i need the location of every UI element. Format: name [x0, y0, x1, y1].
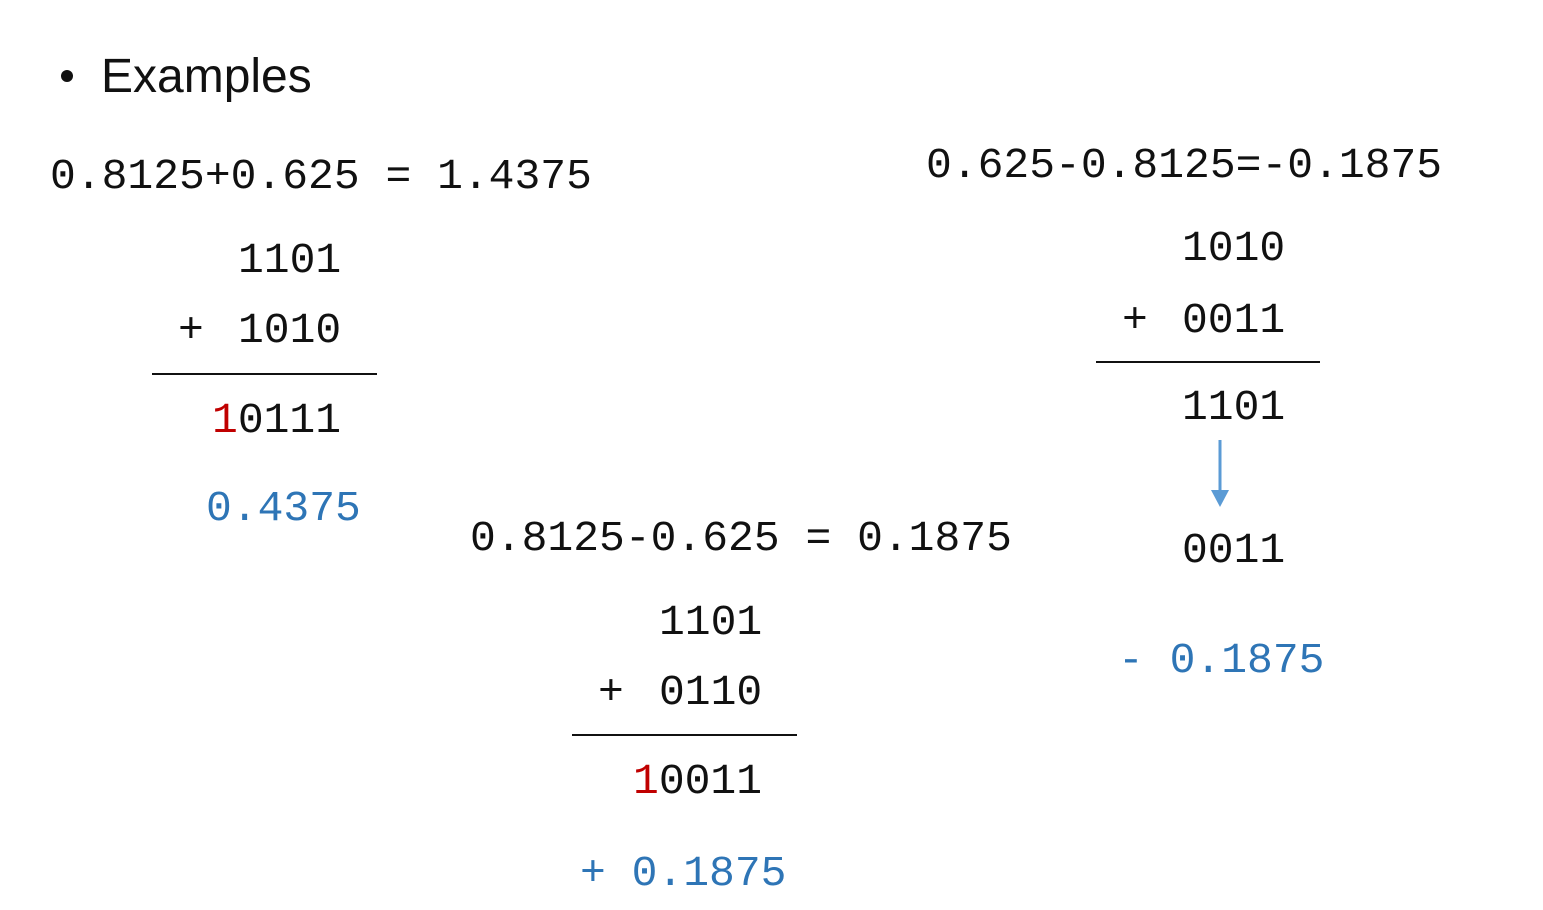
result-digits: 0111 — [238, 396, 341, 445]
operator: + — [178, 306, 204, 355]
arrow-head — [1211, 490, 1229, 507]
operator: + — [1122, 296, 1148, 345]
operator: + — [598, 668, 624, 717]
operand: 1010 — [1182, 224, 1285, 273]
equation: 0.625-0.8125=-0.1875 — [926, 141, 1442, 190]
equation: 0.8125+0.625 = 1.4375 — [50, 152, 592, 201]
result-digits: 0011 — [659, 757, 762, 806]
result: 10011 — [633, 757, 762, 806]
carry: 1 — [212, 396, 238, 445]
operand: 1101 — [238, 236, 341, 285]
example-3: 0.625-0.8125=-0.1875 1010 + 0011 1101 00… — [926, 141, 1442, 685]
interpretation: 0.4375 — [206, 484, 361, 533]
result: 10111 — [212, 396, 341, 445]
result: 1101 — [1182, 383, 1285, 432]
interpretation: + 0.1875 — [580, 849, 786, 898]
example-2: 0.8125-0.625 = 0.1875 1101 + 0110 10011 … — [470, 514, 1012, 898]
equation: 0.8125-0.625 = 0.1875 — [470, 514, 1012, 563]
heading: Examples — [101, 50, 312, 103]
carry: 1 — [633, 757, 659, 806]
example-1: 0.8125+0.625 = 1.4375 1101 + 1010 10111 … — [50, 152, 592, 533]
operand: 1010 — [238, 306, 341, 355]
complement: 0011 — [1182, 526, 1285, 575]
operand: 0011 — [1182, 296, 1285, 345]
operand: 1101 — [659, 598, 762, 647]
interpretation: - 0.1875 — [1118, 636, 1324, 685]
bullet — [61, 70, 73, 82]
operand: 0110 — [659, 668, 762, 717]
